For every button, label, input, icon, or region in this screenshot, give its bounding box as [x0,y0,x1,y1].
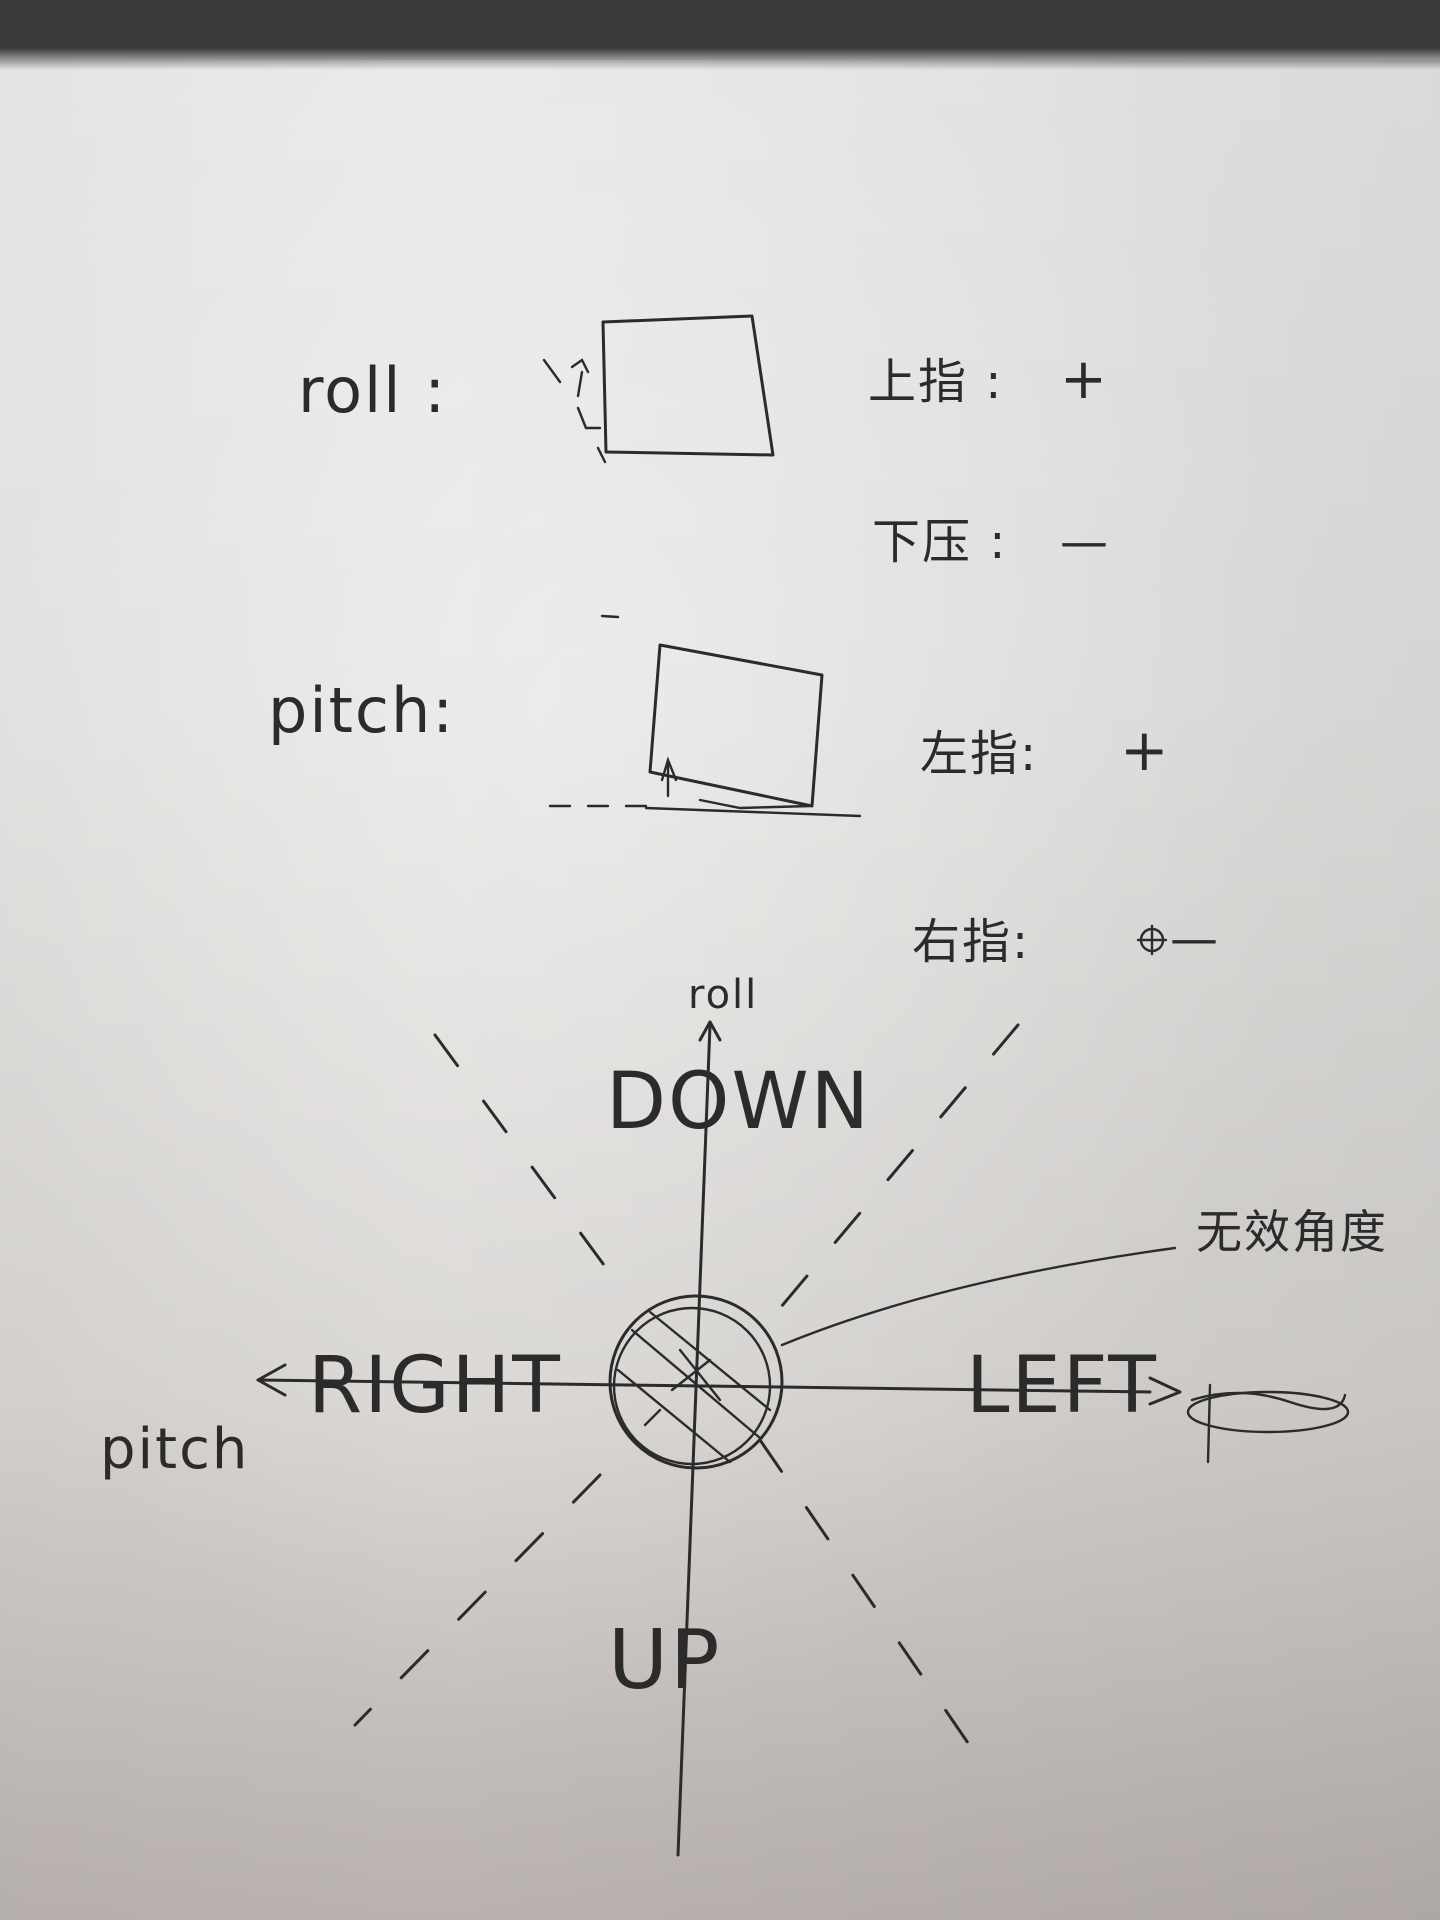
pitch-rule-right-sign: — [1170,911,1220,967]
roll-rule-up-label: 上指 : [868,354,1003,410]
pitch-rule-right-crossout [1136,924,1168,956]
roll-rule-down-sign: — [1060,514,1110,570]
pitch-axis-right-arrowhead [1148,1376,1182,1406]
pitch-axis-label-crossout [1186,1383,1350,1464]
pitch-label: pitch: [268,674,455,747]
roll-axis-line [676,1023,712,1857]
roll-rule-up-sign: + [1060,347,1109,412]
invalid-angle-label: 无效角度 [1196,1205,1388,1259]
pitch-axis-left-arrowhead [256,1363,287,1397]
pitch-rule-right-label: 右指: [912,914,1030,970]
pitch-rule-left-sign: + [1120,716,1171,784]
roll-axis-arrowhead [698,1020,722,1042]
direction-bottom-label: UP [608,1613,721,1708]
pitch-minus-mark [600,614,620,619]
invalid-angle-leader-line [780,1246,1177,1347]
roll-rule-down-label: 下压 : [872,514,1007,570]
roll-label: roll : [298,354,447,427]
roll-axis-label: roll [688,972,758,1018]
diagonal-dashed-lines [353,1023,1020,1777]
pitch-tilted-box-sketch [548,643,862,818]
direction-right-label: LEFT [966,1341,1158,1431]
pitch-rule-left-label: 左指: [920,726,1038,782]
pitch-axis-label: pitch [100,1417,249,1482]
roll-tilted-box-sketch [542,314,775,464]
direction-top-label: DOWN [606,1057,871,1147]
pitch-axis-line [256,1378,1152,1394]
invalid-angle-zone [608,1294,784,1470]
direction-left-label: RIGHT [308,1341,562,1431]
